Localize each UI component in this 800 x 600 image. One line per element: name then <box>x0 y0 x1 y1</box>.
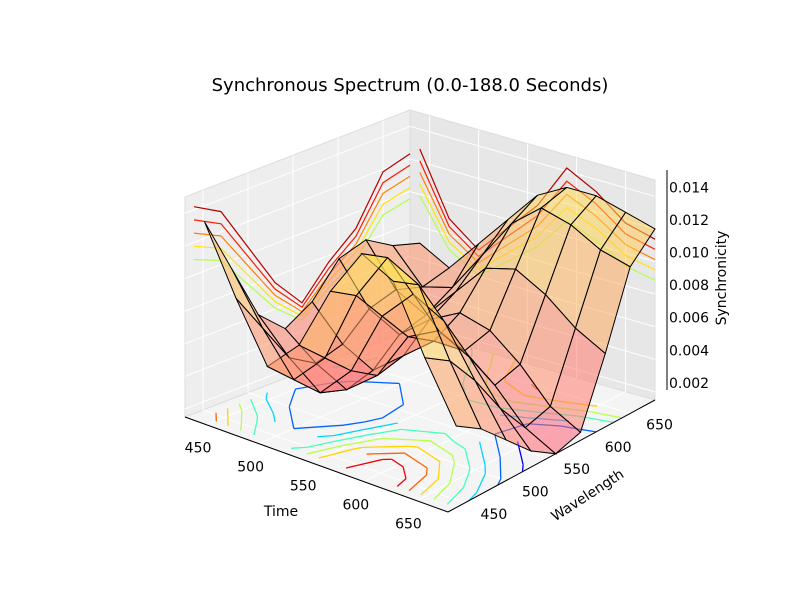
floor-contour-segment <box>288 406 295 429</box>
floor-contour-segment <box>451 455 456 464</box>
floor-contour-segment <box>396 478 407 487</box>
floor-contour-segment <box>449 462 456 484</box>
floor-contour-segment <box>468 492 478 502</box>
floor-contour-segment <box>453 441 466 450</box>
floor-contour-segment <box>288 388 297 407</box>
floor-contour-segment <box>468 468 471 474</box>
z-tick-label: 0.014 <box>669 180 709 196</box>
floor-contour-segment <box>352 446 363 450</box>
z-tick-label: 0.004 <box>669 343 709 359</box>
floor-contour-segment <box>370 428 402 436</box>
x-axis-label: Time <box>263 504 298 520</box>
x-tick-label: 650 <box>395 517 422 533</box>
floor-contour-segment <box>408 474 427 492</box>
floor-contour-segment <box>293 424 344 430</box>
z-tick-label: 0.012 <box>669 213 709 229</box>
floor-contour-segment <box>226 408 229 426</box>
floor-contour-segment <box>420 478 439 496</box>
floor-contour-segment <box>494 433 501 458</box>
floor-contour-segment <box>382 404 404 419</box>
y-tick-label: 600 <box>605 440 632 456</box>
floor-contour-segment <box>342 437 383 447</box>
gridline-y <box>202 190 465 504</box>
x-tick-label: 550 <box>290 479 317 495</box>
floor-contour-segment <box>306 444 343 455</box>
floor-contour-segment <box>366 452 405 455</box>
surface-plot <box>204 186 656 455</box>
floor-contour-segment <box>446 487 464 505</box>
axis-lines <box>184 170 668 513</box>
y-tick-label: 550 <box>563 462 590 478</box>
x-tick-label: 600 <box>342 498 369 514</box>
floor-contour-segment <box>462 473 470 489</box>
floor-contour-segment <box>382 437 431 442</box>
floor-contour-segment <box>331 433 371 443</box>
floor-contour-segment <box>238 403 243 411</box>
z-axis-label: Synchronicity <box>714 231 730 326</box>
x-tick-label: 450 <box>185 441 212 457</box>
floor-contour-segment <box>401 428 424 433</box>
floor-contour-segment <box>433 482 451 500</box>
floor-contour-segment <box>265 398 274 414</box>
floor-contour-segment <box>265 392 268 399</box>
floor-contour-segment <box>343 421 365 426</box>
floor-contour-segment <box>437 461 441 480</box>
floor-contour-segment <box>404 452 428 469</box>
floor-contour-segment <box>444 433 455 443</box>
floor-contour-segment <box>478 441 483 452</box>
y-axis-line <box>447 399 656 513</box>
z-tick-label: 0.010 <box>669 245 709 261</box>
floor-contour-segment <box>425 467 428 476</box>
gridline-y <box>247 172 507 482</box>
floor-contour-segment <box>429 440 453 456</box>
floor-contour-segment <box>307 441 333 448</box>
floor-contour-segment <box>518 447 524 465</box>
floor-contour-segment <box>250 398 259 417</box>
chart-title: Synchronous Spectrum (0.0-188.0 Seconds) <box>212 75 609 96</box>
y-tick-label: 650 <box>646 417 673 433</box>
floor-contour-segment <box>428 453 441 463</box>
floor-contour-segment <box>423 430 446 435</box>
floor-contour-segment <box>318 448 353 459</box>
floor-contour-segment <box>362 445 406 449</box>
floor-contour-segment <box>345 458 383 469</box>
floor-contour-segment <box>291 446 308 449</box>
z-tick-label: 0.002 <box>669 376 709 392</box>
y-tick-label: 450 <box>481 507 508 523</box>
floor-contour-segment <box>497 478 502 486</box>
floor-contour-segment <box>398 383 405 405</box>
x-axis-line <box>184 416 449 513</box>
floor-contour-segment <box>317 434 334 438</box>
z-tick-label: 0.008 <box>669 278 709 294</box>
floor-contour-segment <box>391 458 404 468</box>
floor-contour-segment <box>417 446 429 455</box>
floor-contour-segment <box>405 445 418 448</box>
floor-contour-segment <box>240 410 243 427</box>
left-wall-contour <box>193 153 411 304</box>
floor-contour-segment <box>333 429 360 437</box>
floor-contour-segment <box>402 466 407 479</box>
floor-contour-segment <box>521 464 524 472</box>
floor-contour-segment <box>464 448 471 469</box>
floor-contour-segment <box>481 450 486 465</box>
floor-contour-segment <box>587 410 623 419</box>
surface-facet <box>204 221 264 329</box>
floor-contour-segment <box>499 456 502 479</box>
tick-labels: 450 500 550 600 650 450 500 550 600 650 0.002 0.004… <box>185 180 709 532</box>
floor-contour-segment <box>272 413 276 423</box>
floor-contour-segment <box>253 419 258 436</box>
floor-contour-segment <box>364 417 383 423</box>
floor-contour-segment <box>358 422 398 432</box>
floor-contour-segment <box>476 473 486 493</box>
floor-contour-segment <box>239 426 242 431</box>
left-wall-contour <box>193 164 411 309</box>
y-tick-label: 500 <box>522 485 549 501</box>
x-tick-label: 500 <box>237 460 264 476</box>
z-tick-label: 0.006 <box>669 311 709 327</box>
